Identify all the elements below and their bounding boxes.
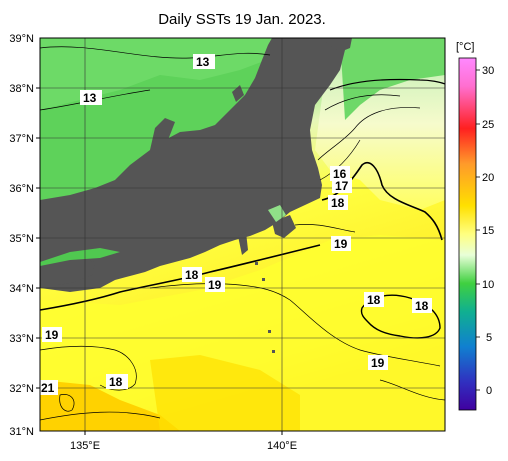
boso-peninsula <box>272 215 296 238</box>
latitude-labels: 39°N 38°N 37°N 36°N 35°N 34°N 33°N 32°N … <box>9 33 34 438</box>
lat-label: 38°N <box>9 83 34 95</box>
kuroshio-warm-zone <box>40 235 445 431</box>
contour-label-19: 19 <box>371 356 385 370</box>
contour-label-19: 19 <box>45 328 59 342</box>
contour-label-18: 18 <box>415 299 429 313</box>
lat-label: 35°N <box>9 233 34 245</box>
lon-label: 135°E <box>70 440 100 452</box>
small-island <box>272 350 275 353</box>
contour-label-19: 19 <box>334 237 348 251</box>
contour-labels: 13 13 16 17 18 19 18 19 18 18 19 19 18 <box>40 54 432 395</box>
lat-label: 39°N <box>9 33 34 45</box>
map-title: Daily SSTs 19 Jan. 2023. <box>158 11 326 28</box>
tokyo-bay <box>268 205 286 222</box>
lat-label: 34°N <box>9 283 34 295</box>
longitude-labels: 135°E 140°E <box>70 440 297 452</box>
south-central-hot-patch <box>150 355 300 431</box>
isotherm-southeast <box>379 379 445 401</box>
lat-label: 37°N <box>9 133 34 145</box>
lat-label: 33°N <box>9 333 34 345</box>
northern-landmass <box>320 38 352 52</box>
isotherm-19-east <box>294 224 356 233</box>
isotherm-18-central <box>40 244 321 311</box>
colorbar-gradient <box>458 57 477 411</box>
colorbar-tick-label: 20 <box>482 172 494 184</box>
shikoku-island <box>40 258 95 285</box>
isotherm-southwest <box>59 394 75 412</box>
contour-label-19: 19 <box>208 278 222 292</box>
isotherm-18-eddy <box>360 294 441 339</box>
colorbar-tick-label: 10 <box>482 279 494 291</box>
colorbar-tick-label: 25 <box>482 119 494 131</box>
isotherm-east-inner <box>324 94 401 111</box>
small-island <box>255 262 258 265</box>
contour-label-13: 13 <box>196 55 210 69</box>
isotherm-17 <box>319 139 361 181</box>
isotherm-18-east <box>321 161 443 241</box>
colorbar-tick-label: 0 <box>486 385 492 397</box>
contour-label-18: 18 <box>331 196 345 210</box>
inland-sea <box>40 248 120 266</box>
contour-label-18: 18 <box>367 293 381 307</box>
contour-label-18: 18 <box>185 268 199 282</box>
sado-island <box>232 85 244 102</box>
sea-of-japan-green-band <box>40 38 300 110</box>
map-area: 13 13 16 17 18 19 18 19 18 18 19 19 18 <box>40 38 445 431</box>
colorbar-unit: [°C] <box>456 41 474 53</box>
contour-label-21: 21 <box>41 381 55 395</box>
colorbar: [°C] 30 25 20 15 10 5 0 <box>456 41 494 411</box>
isotherm-west-loop <box>40 345 137 391</box>
lat-label: 31°N <box>9 426 34 438</box>
small-island <box>262 278 265 281</box>
lon-label: 140°E <box>267 440 297 452</box>
honshu-landmass <box>40 38 350 292</box>
contour-label-16: 16 <box>333 167 347 181</box>
southwest-hot-patch <box>40 380 180 431</box>
isotherm-south-band <box>40 411 161 421</box>
isotherm-east-outer <box>329 78 445 91</box>
map-frame <box>39 37 446 432</box>
noto-peninsula <box>150 118 175 150</box>
small-island <box>268 330 271 333</box>
isotherm-16 <box>317 107 421 161</box>
isotherm-13-north <box>40 46 271 59</box>
contour-label-13: 13 <box>83 91 97 105</box>
lat-label: 32°N <box>9 383 34 395</box>
colorbar-tick-label: 5 <box>486 332 492 344</box>
lat-label: 36°N <box>9 183 34 195</box>
contour-label-17: 17 <box>335 179 349 193</box>
frame-ticks <box>36 87 283 435</box>
contour-label-18: 18 <box>109 375 123 389</box>
colorbar-tick-label: 15 <box>482 225 494 237</box>
colorbar-tick-label: 30 <box>482 65 494 77</box>
